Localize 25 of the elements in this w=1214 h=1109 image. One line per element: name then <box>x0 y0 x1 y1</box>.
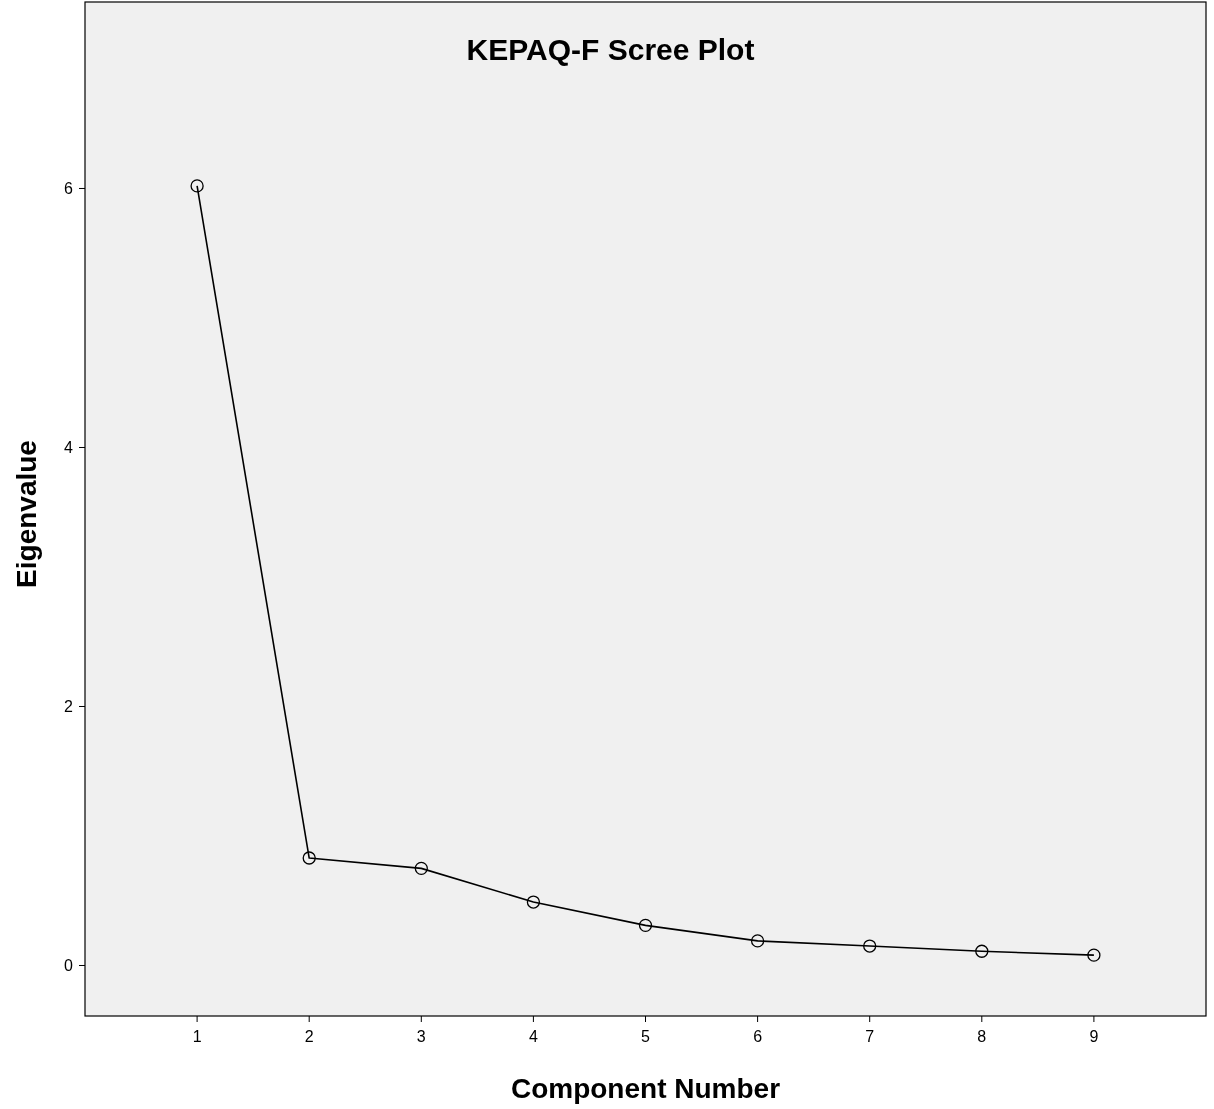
point <box>863 939 877 953</box>
y-axis-title: Eigenvalue <box>11 440 42 588</box>
y-tick-label: 6 <box>64 180 74 198</box>
point <box>975 944 989 958</box>
point <box>190 179 204 193</box>
x-tick-label: 9 <box>1089 1028 1099 1045</box>
y-tick-label: 0 <box>64 957 74 975</box>
point <box>302 851 316 865</box>
point <box>414 861 428 876</box>
x-tick-label: 6 <box>753 1028 763 1045</box>
x-tick-label: 8 <box>977 1028 987 1045</box>
point <box>638 918 653 932</box>
x-tick-label: 2 <box>304 1028 314 1045</box>
x-tick-label: 1 <box>192 1028 202 1045</box>
y-tick-label: 4 <box>64 439 74 457</box>
x-tick-label: 5 <box>641 1028 651 1045</box>
x-tick-label: 3 <box>416 1028 426 1045</box>
x-tick-label: 7 <box>865 1028 875 1045</box>
point <box>526 895 541 909</box>
point <box>750 934 765 948</box>
text: KEPAQ-F Scree Plot <box>466 33 755 66</box>
y-tick-label: 2 <box>64 698 74 716</box>
x-axis-title: Component Number <box>510 1073 781 1104</box>
x-tick-label: 4 <box>528 1028 538 1045</box>
point <box>1087 948 1101 962</box>
